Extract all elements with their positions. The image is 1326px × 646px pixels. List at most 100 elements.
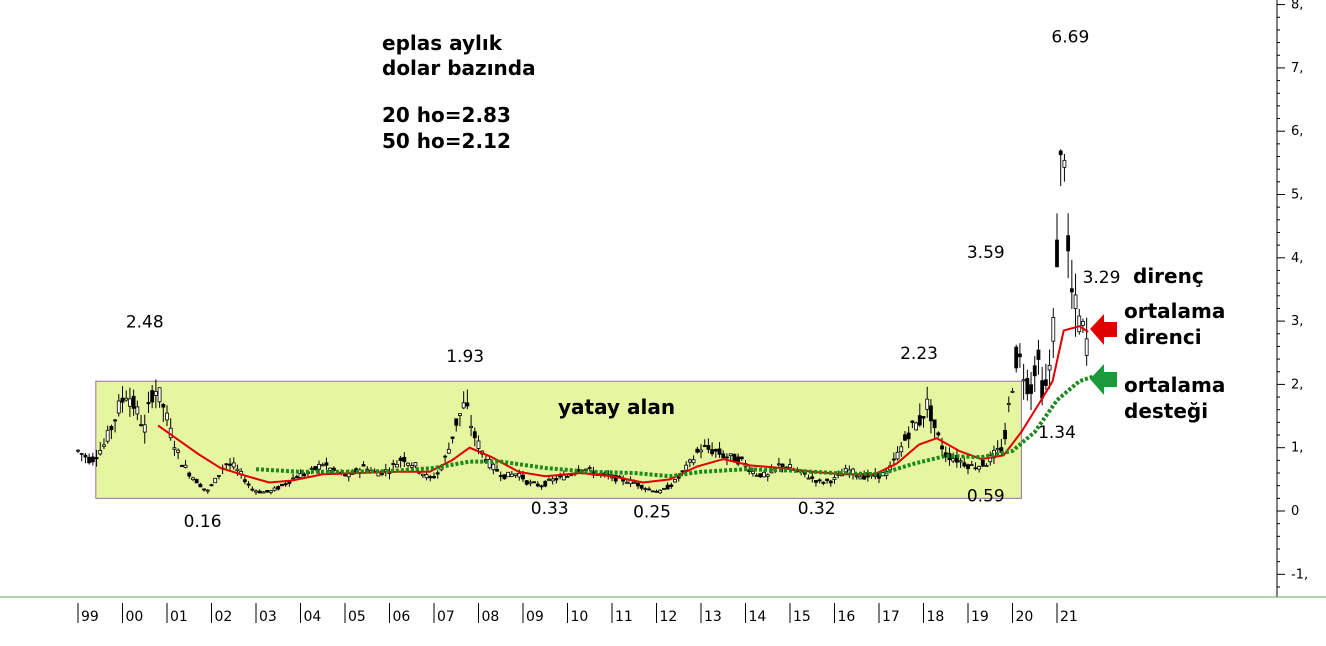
candle-body bbox=[472, 431, 477, 439]
y-tick-label: 1, bbox=[1291, 441, 1303, 456]
candle-body bbox=[402, 456, 407, 463]
candle-body bbox=[710, 449, 715, 455]
candle-body bbox=[958, 460, 963, 463]
candle-body bbox=[554, 478, 559, 481]
ma-support-label-2: desteği bbox=[1124, 399, 1208, 423]
candle-body bbox=[676, 476, 681, 479]
ma20-path bbox=[157, 325, 1089, 484]
candle-body bbox=[228, 463, 232, 466]
candle-body bbox=[550, 478, 555, 482]
candle-body bbox=[687, 459, 692, 463]
candle-body bbox=[509, 473, 514, 477]
candle-body bbox=[320, 464, 325, 467]
candle-body bbox=[309, 467, 314, 470]
candle-body bbox=[721, 453, 726, 458]
ma-resistance-label-2: direnci bbox=[1124, 325, 1202, 349]
candle-body bbox=[739, 456, 744, 460]
y-tick-label: 4, bbox=[1291, 251, 1303, 266]
candle-body bbox=[984, 465, 989, 467]
candle-body bbox=[324, 462, 329, 466]
candle-body bbox=[283, 483, 288, 486]
candle-body bbox=[391, 463, 396, 465]
candle-body bbox=[788, 464, 792, 469]
candle-body bbox=[231, 462, 236, 468]
candle-body bbox=[650, 490, 655, 493]
candle-body bbox=[294, 476, 299, 479]
chart-title-line-1: eplas aylık bbox=[382, 31, 503, 55]
candle-body bbox=[539, 485, 544, 488]
x-tick-label: 08 bbox=[482, 609, 500, 625]
candle-body bbox=[854, 475, 859, 478]
x-tick-label: 03 bbox=[259, 609, 277, 625]
candle-body bbox=[717, 448, 722, 455]
price-annotation: 0.32 bbox=[798, 499, 836, 519]
candle-body bbox=[1073, 294, 1078, 310]
candle-body bbox=[176, 449, 181, 453]
candle-body bbox=[695, 448, 700, 453]
candle-body bbox=[980, 459, 985, 467]
price-annotation: 2.48 bbox=[126, 312, 164, 332]
candle-body bbox=[932, 419, 937, 429]
candle-body bbox=[272, 487, 277, 491]
candle-body bbox=[458, 413, 462, 416]
price-candles bbox=[76, 149, 1089, 496]
candle-body bbox=[966, 464, 970, 470]
candle-body bbox=[1043, 379, 1048, 386]
candle-body bbox=[1010, 390, 1015, 393]
ma-support-label-1: ortalama bbox=[1124, 373, 1225, 397]
candle-body bbox=[587, 467, 592, 470]
band-label: yatay alan bbox=[558, 395, 675, 419]
candle-body bbox=[624, 481, 629, 484]
y-tick-label: 3, bbox=[1291, 314, 1303, 329]
candle-body bbox=[1062, 159, 1067, 168]
candle-body bbox=[973, 467, 978, 470]
candle-body bbox=[105, 429, 110, 442]
y-tick-label: 0 bbox=[1291, 504, 1299, 519]
candle-body bbox=[150, 390, 155, 403]
horizontal-range-band bbox=[95, 380, 1022, 499]
candle-body bbox=[903, 434, 907, 441]
candle-body bbox=[817, 479, 822, 482]
x-tick-label: 12 bbox=[660, 609, 678, 625]
candle-body bbox=[917, 415, 922, 426]
candle-body bbox=[443, 455, 448, 458]
candle-body bbox=[636, 482, 640, 487]
price-annotation: 1.93 bbox=[446, 347, 484, 367]
candle-body bbox=[832, 477, 837, 480]
candle-body bbox=[224, 463, 229, 466]
price-annotation: 0.59 bbox=[967, 487, 1005, 507]
candle-body bbox=[891, 458, 896, 461]
candle-body bbox=[1058, 150, 1063, 156]
candle-body bbox=[313, 466, 318, 470]
candle-body bbox=[432, 476, 436, 479]
candle-body bbox=[639, 484, 644, 489]
candle-body bbox=[995, 448, 1000, 451]
candle-body bbox=[476, 440, 481, 449]
candle-body bbox=[1081, 321, 1085, 326]
price-annotation: 3.59 bbox=[967, 243, 1005, 263]
price-annotation: 0.33 bbox=[531, 499, 569, 519]
x-tick-label: 13 bbox=[704, 609, 722, 625]
x-tick-label: 15 bbox=[793, 609, 811, 625]
candle-body bbox=[1018, 353, 1022, 358]
candle-body bbox=[765, 474, 770, 477]
x-tick-label: 07 bbox=[437, 609, 455, 625]
candle-body bbox=[161, 404, 166, 408]
candle-body bbox=[929, 405, 933, 422]
green-arrow-icon bbox=[1090, 364, 1117, 395]
candle-body bbox=[135, 406, 140, 415]
candle-body bbox=[561, 474, 566, 481]
price-annotation: 3.29 bbox=[1083, 268, 1121, 288]
candle-body bbox=[521, 474, 525, 480]
y-tick-label: 7, bbox=[1291, 61, 1303, 76]
candle-body bbox=[1021, 379, 1026, 382]
range-band-rect bbox=[95, 380, 1022, 499]
candle-body bbox=[261, 491, 266, 494]
candle-body bbox=[194, 478, 199, 484]
candle-body bbox=[209, 484, 214, 487]
candle-body bbox=[654, 490, 659, 493]
candle-body bbox=[265, 490, 270, 493]
candle-body bbox=[187, 472, 192, 477]
